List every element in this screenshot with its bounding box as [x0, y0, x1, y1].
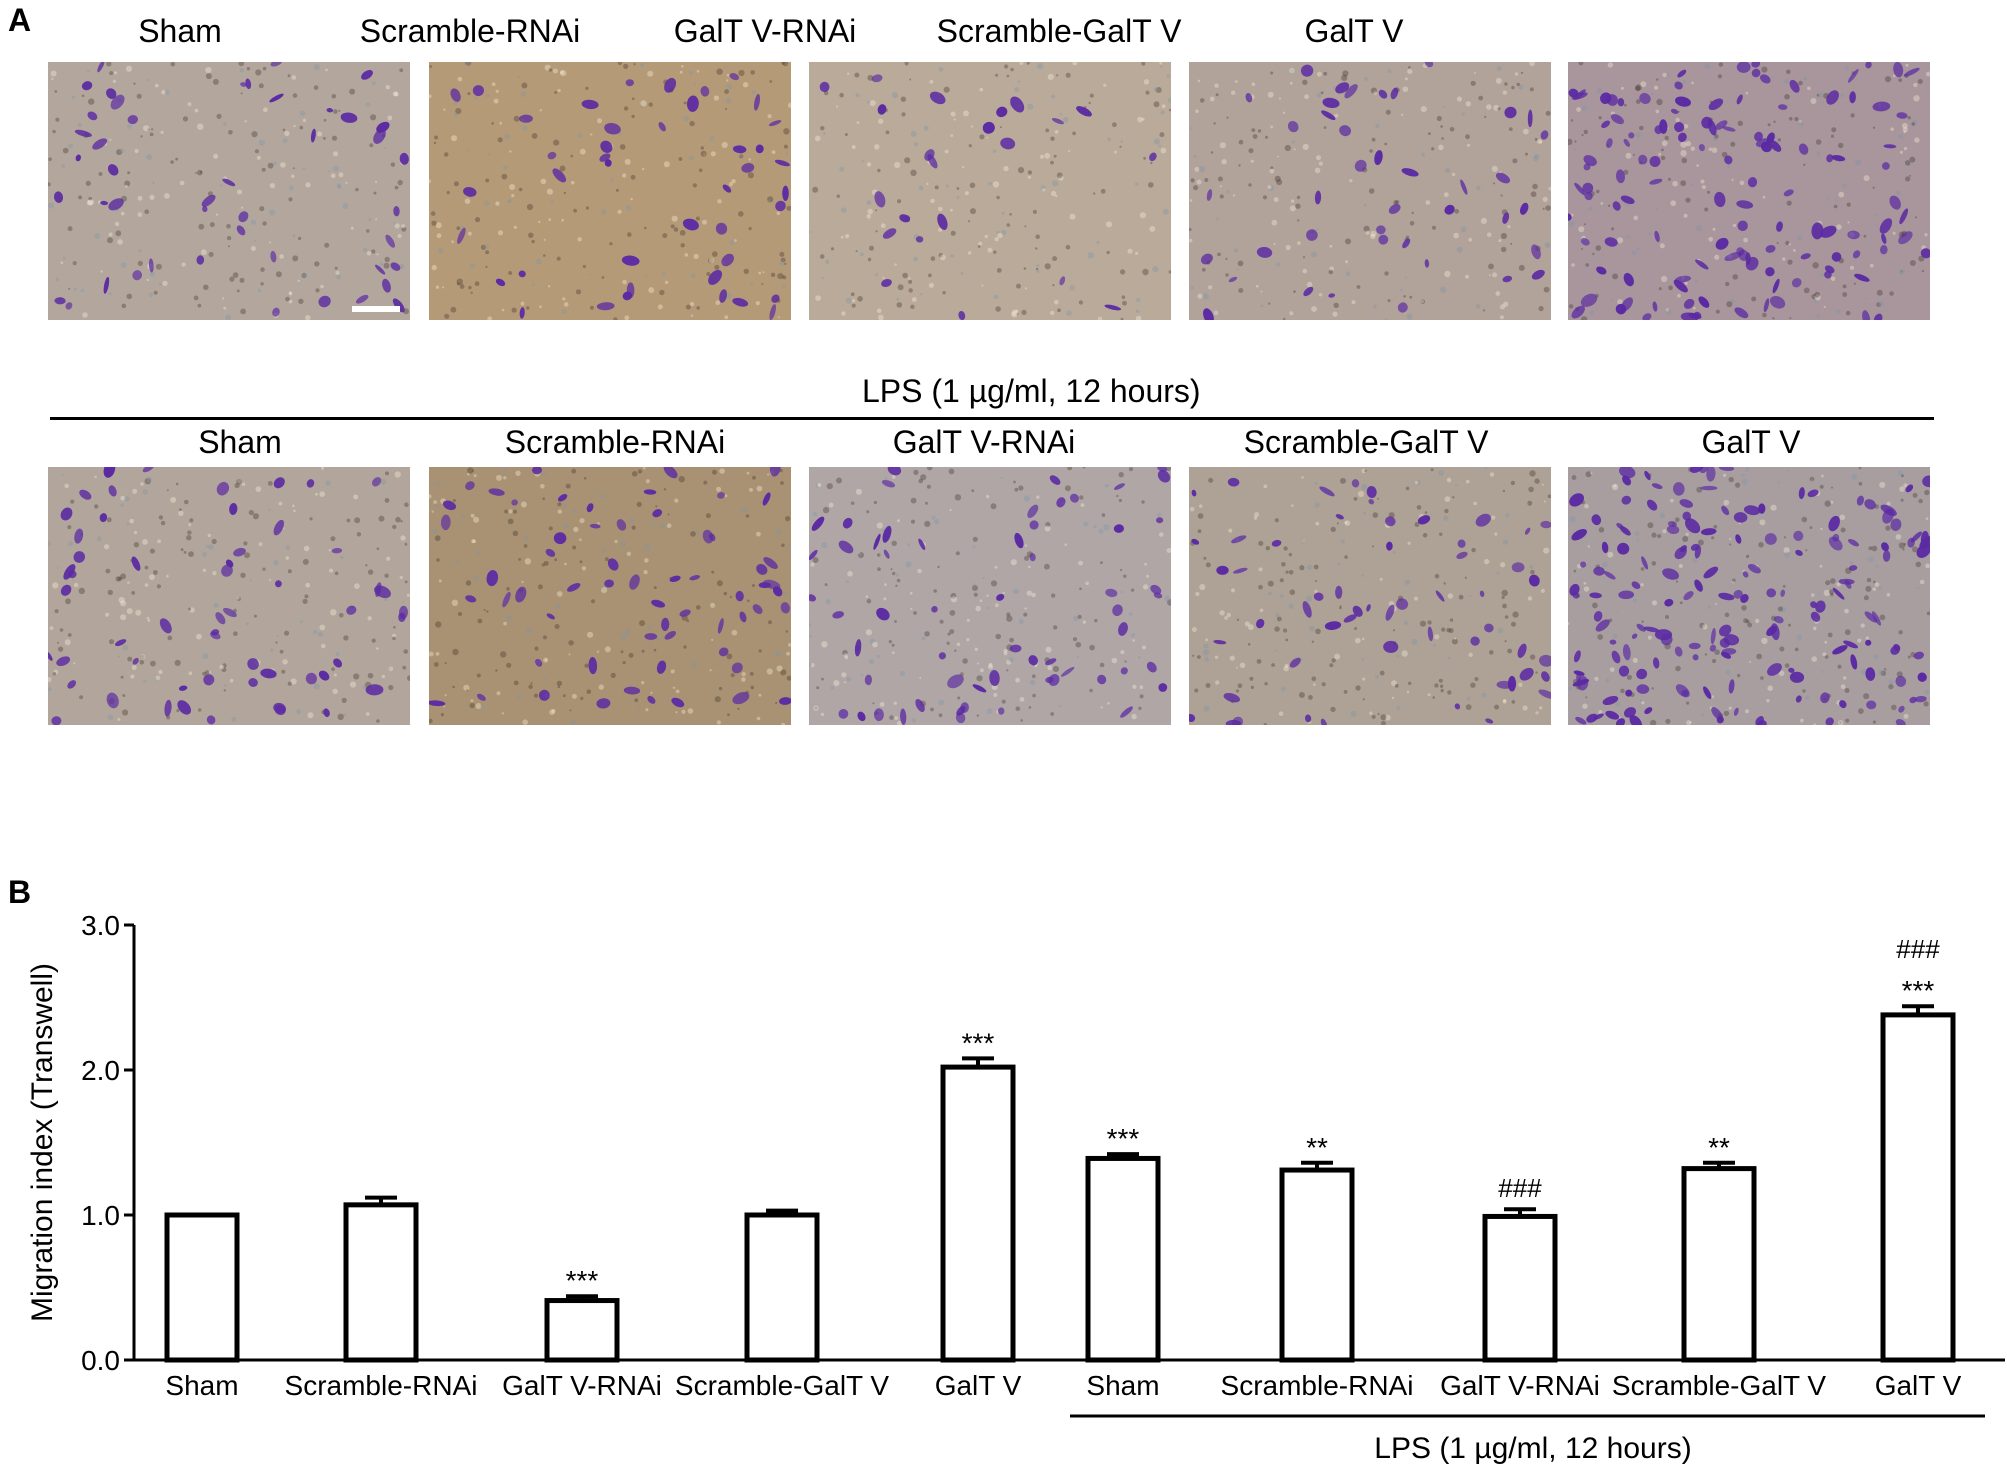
micrograph-lps-galt-v-rnai	[809, 467, 1171, 725]
significance-hash: ###	[1896, 934, 1940, 964]
micrograph-texture	[48, 62, 410, 320]
micrograph-texture	[809, 467, 1171, 725]
micrograph-lps-galt-v	[1568, 467, 1930, 725]
panel-a-letter: A	[8, 2, 32, 38]
significance-star: ***	[1902, 975, 1935, 1006]
category-label: Sham	[165, 1370, 238, 1401]
significance-star: **	[1708, 1132, 1730, 1163]
category-label: GalT V	[1875, 1370, 1962, 1401]
micrograph-texture	[1568, 467, 1930, 725]
micrograph-texture	[1568, 62, 1930, 320]
category-label: GalT V-RNAi	[502, 1370, 662, 1401]
micrograph-texture	[1189, 62, 1551, 320]
bar	[744, 1212, 820, 1363]
category-label: Scramble-RNAi	[285, 1370, 478, 1401]
micrograph-scramble-galt-v	[1189, 62, 1551, 320]
bar	[1482, 1213, 1558, 1363]
micrograph-scramble-rnai	[429, 62, 791, 320]
bar	[544, 1298, 620, 1363]
bar	[1085, 1155, 1161, 1363]
top-label-1: Sham	[138, 13, 222, 49]
y-tick-label: 1.0	[81, 1200, 120, 1231]
bottom-label-4: Scramble-GalT V	[1243, 424, 1489, 460]
category-label: GalT V-RNAi	[1440, 1370, 1600, 1401]
significance-hash: ###	[1498, 1173, 1542, 1203]
y-tick-label: 3.0	[81, 910, 120, 941]
micrograph-lps-sham	[48, 467, 410, 725]
bar	[940, 1064, 1016, 1363]
scale-bar	[352, 306, 400, 312]
micrograph-texture	[1189, 467, 1551, 725]
bottom-label-5: GalT V	[1701, 424, 1801, 460]
significance-star: ***	[1107, 1123, 1140, 1154]
significance-star: ***	[962, 1027, 995, 1058]
lps-rule-top	[50, 417, 1934, 420]
bottom-label-1: Sham	[198, 424, 282, 460]
micrograph-galt-v-rnai	[809, 62, 1171, 320]
micrograph-texture	[429, 62, 791, 320]
category-label: Scramble-RNAi	[1221, 1370, 1414, 1401]
bar	[1880, 1012, 1956, 1363]
micrograph-texture	[429, 467, 791, 725]
micrograph-texture	[48, 467, 410, 725]
category-label: Sham	[1086, 1370, 1159, 1401]
category-label: Scramble-GalT V	[675, 1370, 890, 1401]
significance-star: ***	[566, 1265, 599, 1296]
bar	[164, 1212, 240, 1363]
bar	[1681, 1166, 1757, 1363]
micrograph-lps-scramble-rnai	[429, 467, 791, 725]
bar	[343, 1202, 419, 1363]
y-tick-label: 0.0	[81, 1345, 120, 1376]
top-label-5: GalT V	[1304, 13, 1404, 49]
y-axis-title: Migration index (Transwell)	[26, 963, 59, 1322]
significance-star: **	[1306, 1132, 1328, 1163]
bottom-label-3: GalT V-RNAi	[892, 424, 1076, 460]
panel-b-letter: B	[8, 874, 32, 910]
bottom-label-2: Scramble-RNAi	[504, 424, 726, 460]
micrograph-lps-scramble-galt-v	[1189, 467, 1551, 725]
lps-caption-top: LPS (1 µg/ml, 12 hours)	[862, 373, 1201, 409]
lps-group-label: LPS (1 µg/ml, 12 hours)	[1374, 1432, 1691, 1465]
bar	[1279, 1167, 1355, 1363]
category-label: GalT V	[935, 1370, 1022, 1401]
micrograph-sham	[48, 62, 410, 320]
top-label-3: GalT V-RNAi	[673, 13, 857, 49]
top-label-4: Scramble-GalT V	[936, 13, 1182, 49]
category-label: Scramble-GalT V	[1612, 1370, 1827, 1401]
micrograph-texture	[809, 62, 1171, 320]
y-tick-label: 2.0	[81, 1055, 120, 1086]
top-label-2: Scramble-RNAi	[359, 13, 581, 49]
micrograph-galt-v	[1568, 62, 1930, 320]
